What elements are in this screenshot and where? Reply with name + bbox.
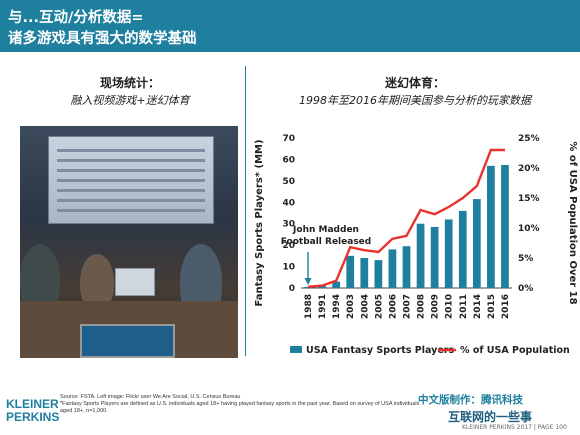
bar-2004	[360, 258, 369, 288]
annotation-line1: John Madden	[292, 225, 359, 235]
bar-1988	[304, 286, 312, 288]
header-title-line1: 与...互动/分析数据=	[8, 10, 144, 26]
y-tick-left-60: 60	[282, 155, 295, 165]
y-tick-left-40: 40	[282, 198, 295, 208]
laptop	[115, 268, 155, 296]
legend-swatch-bars	[290, 346, 302, 353]
y-axis-label-right: % of USA Population Over 18	[567, 141, 578, 304]
bar-2010	[444, 219, 453, 288]
x-tick-2016: 2016	[501, 294, 511, 319]
brand-credit: 中文版制作：腾讯科技	[418, 394, 523, 406]
x-tick-2008: 2008	[417, 294, 427, 319]
x-tick-2011: 2011	[459, 294, 469, 319]
bar-2016	[501, 165, 509, 288]
x-tick-2007: 2007	[403, 294, 413, 319]
header-banner: 与...互动/分析数据= 诸多游戏具有强大的数学基础	[0, 0, 580, 52]
left-title: 现场统计：	[99, 76, 160, 90]
y-tick-left-10: 10	[282, 263, 295, 273]
kleiner-perkins-logo: KLEINER PERKINS	[6, 397, 60, 424]
bar-2014	[472, 199, 481, 288]
bar-2009	[430, 226, 439, 288]
bar-2007	[402, 246, 411, 288]
y-tick-left-30: 30	[282, 220, 295, 230]
left-subtitle: 融入视频游戏+迷幻体育	[70, 94, 190, 107]
y-tick-right-20%: 20%	[518, 164, 540, 174]
x-tick-1994: 1994	[332, 294, 342, 319]
chart-title: 迷幻体育：	[384, 76, 445, 90]
y-tick-right-15%: 15%	[518, 194, 540, 204]
y-tick-left-70: 70	[282, 134, 295, 144]
annotation-arrowhead	[304, 278, 312, 285]
vertical-divider	[245, 66, 246, 356]
projection-screen	[48, 136, 214, 224]
bar-1991	[318, 285, 326, 288]
series-line-pct-population	[307, 148, 505, 288]
x-tick-2004: 2004	[360, 294, 370, 319]
y-tick-left-20: 20	[282, 241, 295, 251]
x-tick-1991: 1991	[318, 294, 328, 319]
x-tick-2015: 2015	[487, 294, 497, 319]
legend-label-line: % of USA Population	[460, 345, 570, 356]
fantasy-sports-chart: 0 10 20 30 40 50 60 70 0% 5% 10% 15% 20% 25% 1988 199…	[254, 134, 578, 356]
watermark-text: 互联网的一些事	[448, 410, 533, 424]
laptop-screen	[80, 324, 175, 358]
x-tick-2005: 2005	[374, 294, 384, 319]
y-axis-label-left: Fantasy Sports Players* (MM)	[254, 139, 265, 306]
x-tick-2003: 2003	[346, 294, 356, 319]
y-tick-right-5%: 5%	[518, 254, 533, 264]
y-tick-left-50: 50	[282, 177, 295, 187]
bar-1994	[332, 281, 341, 288]
kp-page-note: KLEINER PERKINS 2017 | PAGE 100	[462, 424, 567, 431]
bar-2003	[346, 255, 355, 288]
header-title-line2: 诸多游戏具有强大的数学基础	[8, 31, 197, 47]
y-tick-right-0%: 0%	[518, 284, 533, 294]
bar-2008	[416, 223, 425, 288]
source-note: Source: FSTA. Left image: Flickr user We…	[60, 394, 420, 414]
y-tick-right-25%: 25%	[518, 134, 540, 144]
bar-2005	[374, 260, 383, 288]
x-tick-2009: 2009	[431, 294, 441, 319]
x-tick-2014: 2014	[473, 294, 483, 319]
bar-2011	[458, 210, 467, 288]
live-stats-photo	[20, 126, 238, 358]
y-tick-right-10%: 10%	[518, 224, 540, 234]
annotation-line2: Football Released	[281, 237, 371, 247]
chart-subtitle: 1998年至2016年期间美国参与分析的玩家数据	[299, 94, 531, 107]
x-tick-1988: 1988	[304, 294, 314, 319]
x-tick-2006: 2006	[388, 294, 398, 319]
bar-2006	[388, 249, 397, 288]
bar-2015	[487, 165, 495, 288]
y-tick-left-0: 0	[289, 284, 295, 294]
x-tick-2010: 2010	[445, 294, 455, 319]
legend-label-bars: USA Fantasy Sports Players	[306, 345, 454, 356]
person-center	[80, 254, 114, 309]
